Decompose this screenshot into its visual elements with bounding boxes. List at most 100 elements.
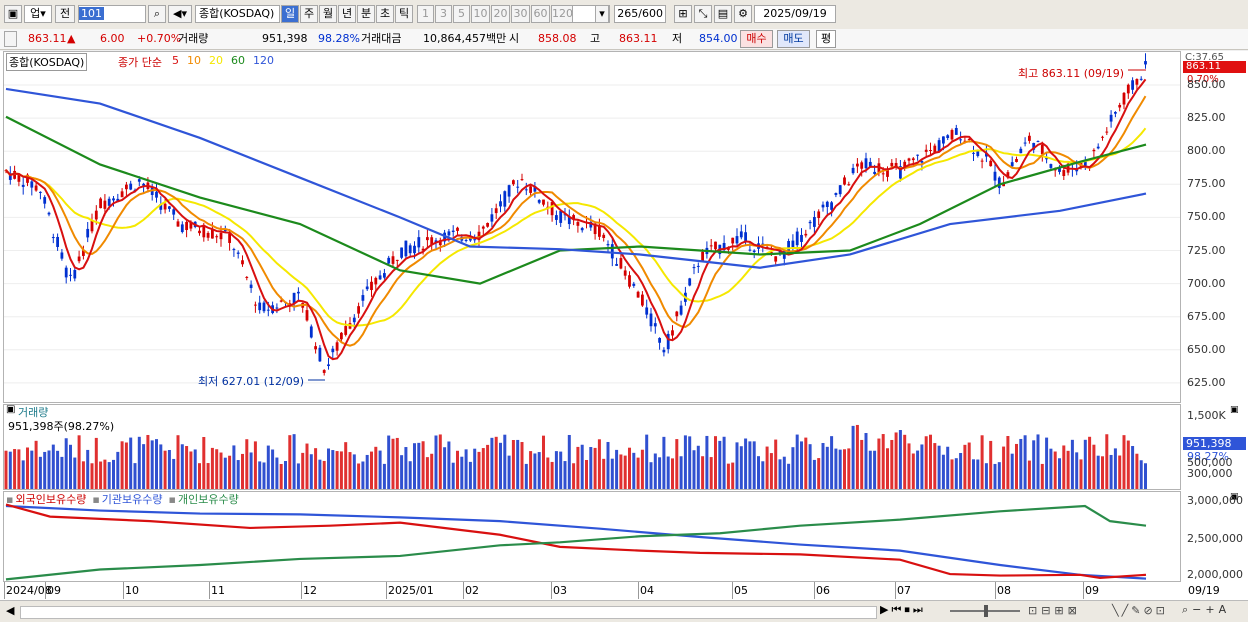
candle-body [572,215,575,220]
draw-icon[interactable]: ⤡ [694,5,712,23]
interval-tab-20[interactable]: 20 [491,5,510,23]
candle-body [959,139,962,141]
volume-bar [1002,446,1006,489]
volume-bar [714,436,717,489]
interval-tab-30[interactable]: 30 [511,5,530,23]
volume-bar [219,452,223,489]
volume-bar [662,436,666,489]
code-input[interactable]: 101 [78,5,146,23]
volume-bar [4,450,8,489]
period-tab-5[interactable]: 초 [376,5,394,23]
tools-icon[interactable]: ⊞ [674,5,692,23]
volume-bar [116,451,120,489]
candle-body [180,224,184,233]
search-icon[interactable]: ⌕ [148,5,166,23]
extra-button[interactable]: 평 [816,30,836,48]
save-icon[interactable]: ▤ [714,5,732,23]
zoom-tool-icons[interactable]: ⌕−+A [1182,603,1231,616]
volume-bar [757,456,760,489]
volume-bar [425,457,429,489]
zoom-slider-handle[interactable] [984,605,988,617]
volume-pane-close-icon[interactable]: ▣ [1230,405,1239,415]
volume-bar [1032,440,1036,489]
speaker-icon[interactable]: ◀▾ [168,5,192,23]
candle-body [1015,158,1018,162]
volume-bar [494,436,498,489]
volume-bar [417,442,421,489]
candle-body [43,197,47,204]
y-tick: 725.00 [1187,243,1226,257]
period-tab-3[interactable]: 년 [338,5,356,23]
volume-bar [262,462,266,489]
volume-bar [447,441,451,489]
interval-tab-5[interactable]: 5 [453,5,470,23]
candle-body [275,307,279,309]
period-tab-0[interactable]: 일 [281,5,299,23]
interval-tab-3[interactable]: 3 [435,5,452,23]
candle-body [989,160,993,167]
candle-body [696,265,700,267]
holdings-legend-marker: ▪ [92,493,100,506]
market-select[interactable]: 업▾ [24,5,52,23]
volume-pane-icon[interactable]: ▣ [6,404,16,415]
volume-tag: 951,398 [1183,437,1246,450]
interval-tab-10[interactable]: 10 [471,5,490,23]
prev-button[interactable]: 전 [55,5,75,23]
playback-controls[interactable]: ▶⏮⏹⏭ [880,603,926,616]
interval-dropdown-icon[interactable]: ▾ [595,5,609,23]
holdings-pane-close-icon[interactable]: ▣ [1230,492,1239,502]
candle-body [34,185,38,191]
candle-body [82,250,85,256]
interval-tab-60[interactable]: 60 [531,5,550,23]
window-icon[interactable]: ▣ [4,5,22,23]
holdings-legend-individual: 개인보유수량 [177,493,239,506]
view-tool-icons[interactable]: ⊡⊟⊞⊠ [1028,604,1081,617]
volume-bar [576,446,580,489]
candle-body [1019,148,1023,154]
holdings-pane[interactable] [3,491,1181,582]
candle-body [791,240,795,248]
volume-pane[interactable] [3,404,1181,490]
volume-bar [481,448,485,489]
volume-bar [180,444,184,489]
period-tab-2[interactable]: 월 [319,5,337,23]
period-tab-4[interactable]: 분 [357,5,375,23]
candle-body [309,326,313,338]
scroll-left-icon[interactable]: ◀ [6,604,15,617]
candle-body [391,256,395,264]
x-tick: 02 [465,584,479,597]
price-legend-ma: 종가 단순 [118,56,162,69]
volume-bar [198,463,201,489]
price-pane[interactable] [3,51,1181,403]
candle-body [911,158,915,161]
interval-tab-1[interactable]: 1 [417,5,434,23]
candle-body [116,198,120,202]
candle-body [1002,183,1005,187]
sell-button[interactable]: 매도 [777,30,810,48]
horizontal-scrollbar[interactable] [20,606,877,619]
candle-body [593,223,597,235]
candle-body [430,237,434,246]
quote-bar: 863.11 ▲ 6.00 +0.70% 거래량 951,398 98.28% … [0,29,1248,50]
volume-bar [511,440,515,489]
volume-bar [1101,456,1104,489]
volume-bar [778,459,782,489]
chart-area[interactable]: 종합(KOSDAQ) 종가 단순 5 10 20 60 120 최고 863.11 (0… [0,51,1248,621]
price-legend-name[interactable]: 종합(KOSDAQ) [6,53,88,71]
buy-button[interactable]: 매수 [740,30,773,48]
quote-toggle-icon[interactable] [4,31,17,47]
symbol-name[interactable]: 종합(KOSDAQ) [195,5,280,23]
gear-icon[interactable]: ⚙ [734,5,752,23]
candle-body [142,183,145,186]
date-input[interactable]: 2025/09/19 [754,5,836,23]
candle-body [374,277,378,285]
candle-body [447,231,451,236]
period-tab-6[interactable]: 틱 [395,5,413,23]
count-input[interactable]: 265/600 [614,5,666,23]
period-tab-1[interactable]: 주 [300,5,318,23]
volume-bar [744,438,748,489]
candle-body [228,233,231,243]
interval-tab-120[interactable]: 120 [551,5,573,23]
candle-body [47,212,51,215]
draw-tool-icons[interactable]: ╲╱✎⊘⊡ [1112,604,1168,617]
